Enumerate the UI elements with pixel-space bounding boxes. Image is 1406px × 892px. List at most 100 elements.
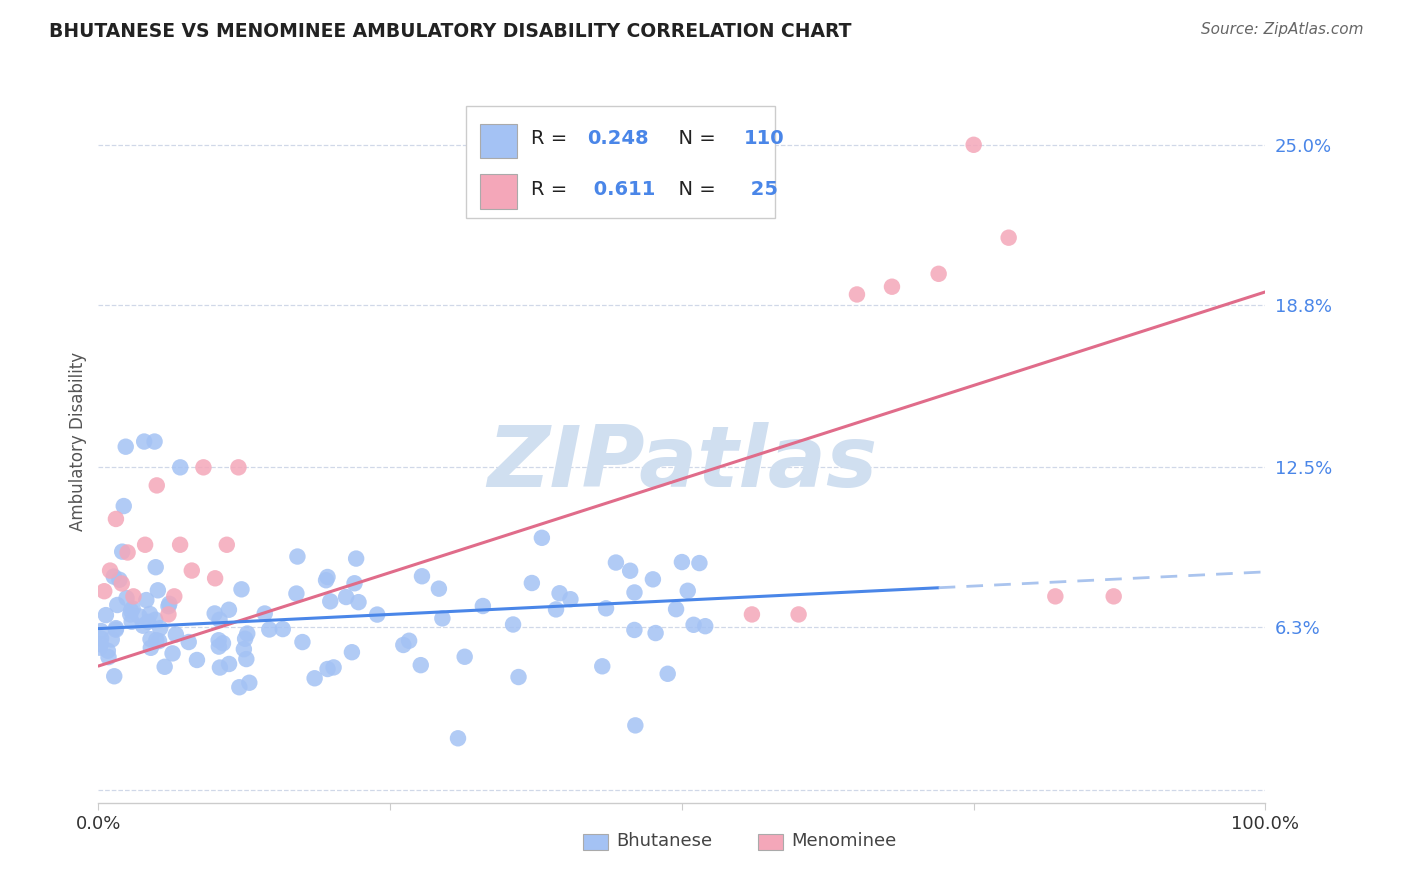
Point: [89, 640, 111, 655]
Point: [671, 555, 693, 569]
Point: [208, 660, 231, 674]
Point: [180, 564, 202, 578]
Point: [682, 617, 704, 632]
Point: [398, 633, 420, 648]
Point: [287, 549, 309, 564]
Point: [1102, 590, 1125, 604]
Point: [530, 531, 553, 545]
Point: [548, 586, 571, 600]
Point: [427, 582, 450, 596]
Point: [344, 551, 367, 566]
Point: [145, 633, 167, 648]
Text: 0.248: 0.248: [588, 129, 650, 148]
Point: [665, 602, 688, 616]
Point: [90, 632, 112, 646]
Point: [343, 576, 366, 591]
Point: [271, 622, 294, 636]
Point: [657, 666, 679, 681]
Point: [121, 601, 143, 615]
Point: [285, 586, 308, 600]
Point: [90, 637, 112, 651]
Point: [98, 564, 121, 578]
Point: [304, 671, 326, 685]
Point: [236, 626, 259, 640]
Point: [392, 638, 415, 652]
Point: [111, 576, 134, 591]
Point: [624, 718, 647, 732]
Point: [1045, 590, 1067, 604]
Point: [165, 627, 187, 641]
Point: [233, 632, 256, 646]
Point: [471, 599, 494, 613]
Point: [212, 636, 235, 650]
Point: [121, 615, 143, 629]
Point: [605, 556, 627, 570]
Point: [231, 582, 253, 597]
Point: [97, 650, 120, 665]
Point: [103, 669, 125, 683]
Point: [120, 607, 142, 622]
Point: [235, 652, 257, 666]
Point: [139, 632, 162, 647]
Text: N =: N =: [665, 180, 721, 199]
Point: [204, 607, 226, 621]
Point: [962, 137, 984, 152]
Point: [619, 564, 641, 578]
Point: [157, 607, 180, 622]
Point: [114, 440, 136, 454]
Point: [132, 618, 155, 632]
Point: [134, 434, 156, 449]
Point: [347, 595, 370, 609]
Y-axis label: Ambulatory Disability: Ambulatory Disability: [69, 352, 87, 531]
Point: [253, 607, 276, 621]
Point: [591, 659, 613, 673]
Text: Bhutanese: Bhutanese: [617, 832, 713, 850]
Point: [641, 572, 664, 586]
Point: [163, 590, 186, 604]
Text: Menominee: Menominee: [792, 832, 897, 850]
Point: [177, 635, 200, 649]
Point: [997, 230, 1019, 244]
Point: [157, 599, 180, 614]
Point: [103, 569, 125, 583]
Point: [520, 576, 543, 591]
Text: R =: R =: [531, 129, 574, 148]
Point: [232, 642, 254, 657]
Point: [340, 645, 363, 659]
Point: [105, 598, 128, 612]
Point: [148, 634, 170, 648]
Point: [676, 583, 699, 598]
Point: [162, 647, 184, 661]
Text: 110: 110: [744, 129, 785, 148]
Point: [432, 611, 454, 625]
Point: [169, 538, 191, 552]
Point: [228, 680, 250, 694]
Point: [741, 607, 763, 622]
Point: [143, 434, 166, 449]
Text: 25: 25: [744, 180, 778, 199]
Text: N =: N =: [665, 129, 721, 148]
Point: [238, 675, 260, 690]
Point: [104, 512, 127, 526]
Text: BHUTANESE VS MENOMINEE AMBULATORY DISABILITY CORRELATION CHART: BHUTANESE VS MENOMINEE AMBULATORY DISABI…: [49, 22, 852, 41]
Point: [623, 585, 645, 599]
Point: [409, 658, 432, 673]
Point: [104, 621, 127, 635]
Point: [502, 617, 524, 632]
Point: [411, 569, 433, 583]
Point: [146, 583, 169, 598]
Point: [157, 597, 180, 611]
Point: [787, 607, 810, 622]
Point: [316, 662, 339, 676]
Point: [193, 460, 215, 475]
Point: [93, 584, 115, 599]
Point: [218, 603, 240, 617]
Point: [319, 594, 342, 608]
Point: [136, 615, 159, 629]
Point: [139, 607, 162, 621]
Point: [104, 623, 127, 637]
Point: [186, 653, 208, 667]
FancyBboxPatch shape: [758, 834, 783, 850]
Point: [322, 660, 344, 674]
Point: [291, 635, 314, 649]
